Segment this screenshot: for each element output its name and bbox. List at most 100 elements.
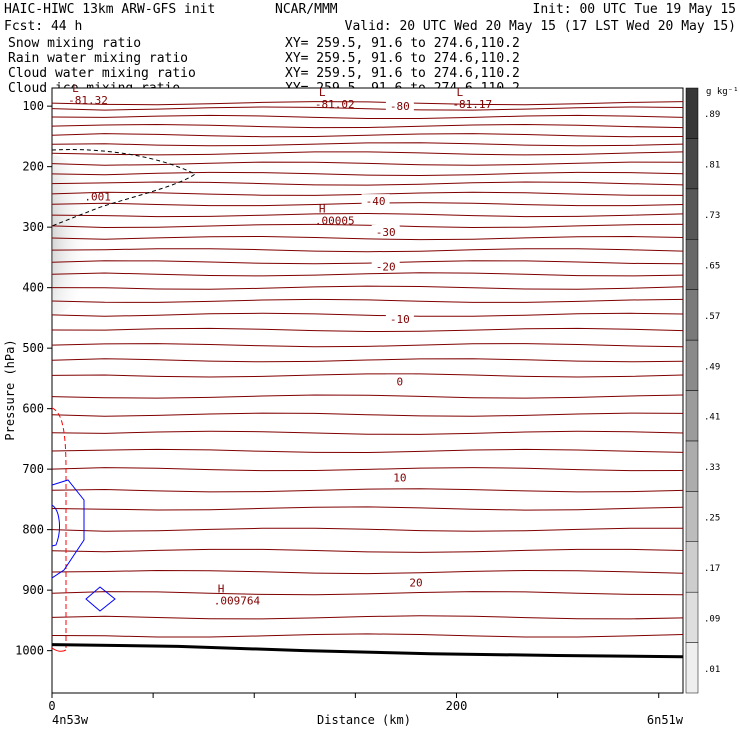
colorbar-segment — [685, 642, 699, 694]
extremum-value: .00005 — [315, 214, 355, 227]
temperature-contour-line — [52, 633, 683, 638]
temperature-contour-line — [52, 142, 683, 147]
colorbar: .01 .09 .17 .25 .33 .41 .49 .57 .65 .73 .81 .89 — [685, 87, 720, 694]
model-title: HAIC-HIWC 13km ARW-GFS init — [4, 2, 215, 17]
extremum-marker: H — [218, 582, 225, 595]
temperature-contour-line — [52, 171, 683, 177]
colorbar-label: .17 — [704, 564, 720, 574]
colorbar-segment — [685, 289, 699, 341]
contour-label-bg — [385, 99, 414, 113]
temperature-contour-line — [52, 615, 683, 620]
colorbar-label: .81 — [704, 161, 720, 171]
colorbar-label: .01 — [704, 665, 720, 675]
plot-frame — [51, 87, 684, 694]
x-tick-label: 0 — [48, 699, 55, 713]
contour-label: -80 — [390, 100, 410, 113]
contour-label: -20 — [376, 260, 396, 273]
y-tick-label: 700 — [22, 462, 44, 476]
right-endpoint: 6n51w — [647, 713, 684, 727]
colorbar-segment — [685, 491, 699, 543]
field-legend: Snow mixing ratio XY= 259.5, 91.6 to 274.… — [8, 36, 520, 96]
extremum-value: -81.17 — [452, 98, 492, 111]
temperature-contours — [52, 101, 683, 638]
colorbar-segment — [685, 87, 699, 139]
contour-label: -40 — [366, 195, 386, 208]
cloud-ice-shading — [52, 155, 92, 315]
y-axis-label: Pressure (hPa) — [3, 339, 17, 440]
contour-label: -30 — [376, 226, 396, 239]
temperature-contour-line — [52, 151, 683, 156]
init-time: Init: 00 UTC Tue 19 May 15 — [533, 2, 737, 17]
y-tick-label: 400 — [22, 281, 44, 295]
temperature-contour-line — [52, 298, 683, 303]
temperature-contour-line — [52, 285, 683, 290]
contour-label-bg — [402, 575, 431, 589]
extremum-marker: L — [456, 86, 463, 99]
y-tick-label: 100 — [22, 99, 44, 113]
temperature-contour-line — [52, 235, 683, 241]
rain-contour-base — [52, 647, 67, 652]
extremum-marker: L — [72, 82, 79, 95]
field-name: Rain water mixing ratio — [8, 51, 188, 66]
contour-label: 0 — [397, 375, 404, 388]
y-axis: 100 200 300 400 500 600 700 800 900 1000 — [15, 99, 52, 658]
y-tick-label: 900 — [22, 583, 44, 597]
temperature-contour-line — [52, 106, 683, 111]
colorbar-label: .09 — [704, 614, 720, 624]
extremum-value: .001 — [84, 191, 111, 204]
colorbar-label: .65 — [704, 261, 720, 271]
x-axis: 0 200 — [48, 693, 660, 713]
colorbar-segment — [685, 339, 699, 391]
cloud-water-contour — [52, 479, 85, 579]
valid-time: Valid: 20 UTC Wed 20 May 15 (17 LST Wed … — [345, 19, 736, 34]
temperature-contour-line — [52, 394, 683, 399]
contour-label: -10 — [390, 313, 410, 326]
snow-contour — [52, 149, 196, 227]
temperature-contour-line — [52, 527, 683, 532]
temperature-contour-line — [52, 312, 683, 317]
field-xy: XY= 259.5, 91.6 to 274.6,110.2 — [285, 51, 520, 66]
temperature-contour-line — [52, 101, 683, 106]
temperature-contour-line — [52, 223, 683, 229]
contour-label-bg — [385, 374, 414, 388]
contour-label: 10 — [393, 472, 406, 485]
extremum-marker: L — [319, 86, 326, 99]
temperature-contour-line — [52, 272, 683, 277]
temperature-contour-line — [52, 488, 683, 493]
extremum-value: -81.02 — [315, 98, 355, 111]
x-tick-label: 200 — [446, 699, 468, 713]
temperature-contour-line — [52, 591, 683, 596]
y-tick-label: 600 — [22, 402, 44, 416]
temperature-contour-line — [52, 161, 683, 166]
colorbar-label: .49 — [704, 362, 720, 372]
y-tick-label: 800 — [22, 523, 44, 537]
extremum-value: -81.32 — [68, 94, 108, 107]
organization-label: NCAR/MMM — [275, 2, 338, 17]
y-tick-label: 300 — [22, 220, 44, 234]
temperature-contour-line — [52, 448, 683, 454]
contour-labels: -40 -30 -20 -10 0 10 20 -80 — [361, 99, 431, 589]
x-axis-label: Distance (km) — [317, 713, 411, 727]
contour-label-bg — [361, 194, 390, 208]
cloud-water-diamond — [85, 586, 116, 612]
terrain-line — [52, 643, 683, 659]
temperature-contour-line — [52, 114, 683, 119]
temperature-contour-line — [52, 430, 683, 435]
colorbar-segment — [685, 591, 699, 643]
field-xy: XY= 259.5, 91.6 to 274.6,110.2 — [285, 66, 520, 81]
colorbar-label: .41 — [704, 413, 720, 423]
field-name: Snow mixing ratio — [8, 36, 141, 51]
colorbar-unit: g kg⁻¹ — [706, 87, 739, 97]
contour-label-bg — [385, 470, 414, 484]
extremum-value: .009764 — [214, 594, 261, 607]
colorbar-label: .89 — [704, 110, 720, 120]
field-xy: XY= 259.5, 91.6 to 274.6,110.2 — [285, 36, 520, 51]
temperature-contour-line — [52, 548, 683, 553]
forecast-hour: Fcst: 44 h — [4, 19, 82, 34]
y-tick-label: 500 — [22, 341, 44, 355]
temperature-contour-line — [52, 506, 683, 511]
colorbar-segment — [685, 188, 699, 240]
colorbar-segment — [685, 138, 699, 190]
